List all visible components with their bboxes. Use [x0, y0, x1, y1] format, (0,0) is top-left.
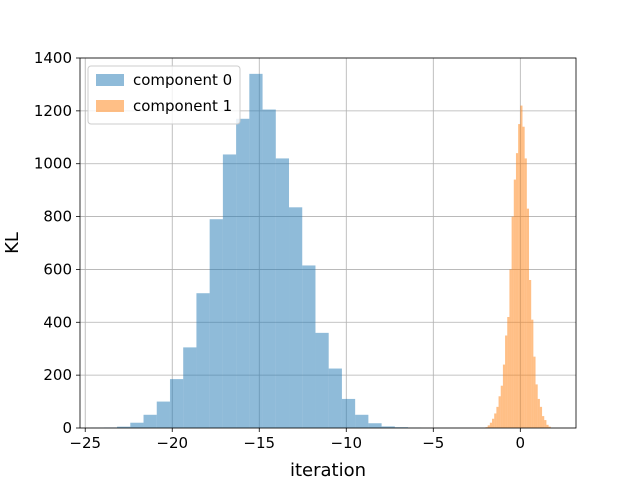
x-axis-label: iteration — [290, 460, 366, 480]
bar-series1-bin5 — [496, 406, 499, 428]
legend-swatch-0 — [96, 74, 124, 86]
y-tick-label-0: 0 — [62, 419, 72, 437]
x-tick-label-4: −5 — [422, 434, 444, 452]
x-tick-label-2: −15 — [243, 434, 275, 452]
x-tick-label-5: 0 — [516, 434, 526, 452]
bar-series0-bin21 — [368, 423, 382, 428]
bar-series0-bin13 — [262, 109, 276, 429]
bar-series0-bin10 — [222, 154, 237, 428]
x-tick-label-0: −25 — [69, 434, 101, 452]
bar-series1-bin6 — [498, 396, 501, 428]
bar-series1-bin29 — [548, 426, 551, 428]
bar-series0-bin18 — [328, 368, 342, 428]
bar-series1-bin23 — [535, 384, 538, 428]
bar-series0-bin20 — [355, 414, 369, 428]
bar-series0-bin22 — [381, 426, 395, 428]
legend-label-1: component 1 — [133, 97, 232, 115]
x-tick-label-1: −20 — [156, 434, 188, 452]
legend-frame — [87, 65, 241, 125]
bar-series1-bin13 — [513, 179, 516, 428]
bar-series1-bin10 — [507, 317, 510, 428]
bar-series1-bin2 — [489, 422, 493, 428]
y-tick-label-7: 1400 — [34, 49, 72, 67]
bar-series0-bin3 — [130, 422, 144, 428]
y-axis-label: KL — [2, 232, 23, 254]
bar-series0-bin12 — [249, 73, 263, 428]
y-axis-ticks: 0 200 400 600 800 1000 1200 1400 — [34, 49, 80, 437]
bar-series1-bin17 — [522, 126, 525, 428]
legend-label-0: component 0 — [133, 71, 232, 89]
bar-series1-bin21 — [531, 319, 534, 428]
bar-series0-bin19 — [341, 398, 356, 428]
bar-series1-bin9 — [505, 335, 508, 428]
bar-series0-bin14 — [275, 158, 290, 428]
bar-series1-bin7 — [500, 385, 503, 428]
bar-series1-bin26 — [542, 416, 545, 428]
bar-series1-bin8 — [502, 364, 506, 428]
y-tick-label-4: 800 — [43, 208, 72, 226]
y-tick-label-5: 1000 — [34, 155, 72, 173]
x-axis-ticks: −25 −20 −15 −10 −5 0 — [69, 428, 525, 452]
bar-series1-bin24 — [537, 398, 540, 428]
bar-series1-bin14 — [515, 153, 519, 428]
legend-swatch-1 — [96, 100, 124, 112]
legend: component 0 component 1 — [87, 65, 241, 125]
bar-series1-bin18 — [524, 158, 527, 428]
bar-series1-bin1 — [487, 425, 490, 428]
bar-series1-bin20 — [529, 280, 532, 428]
y-tick-label-3: 600 — [43, 260, 72, 278]
y-tick-label-6: 1200 — [34, 102, 72, 120]
bar-series1-bin16 — [520, 105, 523, 429]
y-tick-label-2: 400 — [43, 313, 72, 331]
bar-series0-bin16 — [302, 265, 316, 428]
bar-series1-bin19 — [526, 208, 530, 428]
bar-series1-bin11 — [509, 269, 512, 428]
histogram-bars — [90, 73, 551, 429]
bar-series0-bin2 — [117, 426, 131, 428]
bar-series0-bin17 — [315, 332, 329, 428]
bar-series0-bin8 — [196, 293, 210, 428]
bar-series1-bin12 — [511, 216, 514, 428]
bar-series0-bin15 — [289, 207, 303, 428]
bar-series1-bin15 — [518, 124, 521, 429]
bar-series1-bin22 — [533, 356, 536, 428]
bar-series0-bin11 — [236, 118, 250, 429]
bar-series0-bin6 — [169, 379, 184, 428]
bar-series0-bin5 — [156, 401, 170, 428]
bar-series1-bin27 — [544, 420, 547, 428]
bar-series1-bin25 — [539, 406, 543, 428]
bar-series0-bin4 — [143, 414, 157, 428]
bar-series1-bin28 — [546, 424, 549, 428]
bar-series1-bin3 — [492, 418, 495, 428]
plot-frame — [79, 57, 577, 429]
x-tick-label-3: −10 — [330, 434, 362, 452]
y-tick-label-1: 200 — [43, 366, 72, 384]
bar-series0-bin9 — [209, 219, 223, 428]
bar-series1-bin4 — [494, 413, 497, 428]
bar-series0-bin7 — [183, 347, 197, 428]
